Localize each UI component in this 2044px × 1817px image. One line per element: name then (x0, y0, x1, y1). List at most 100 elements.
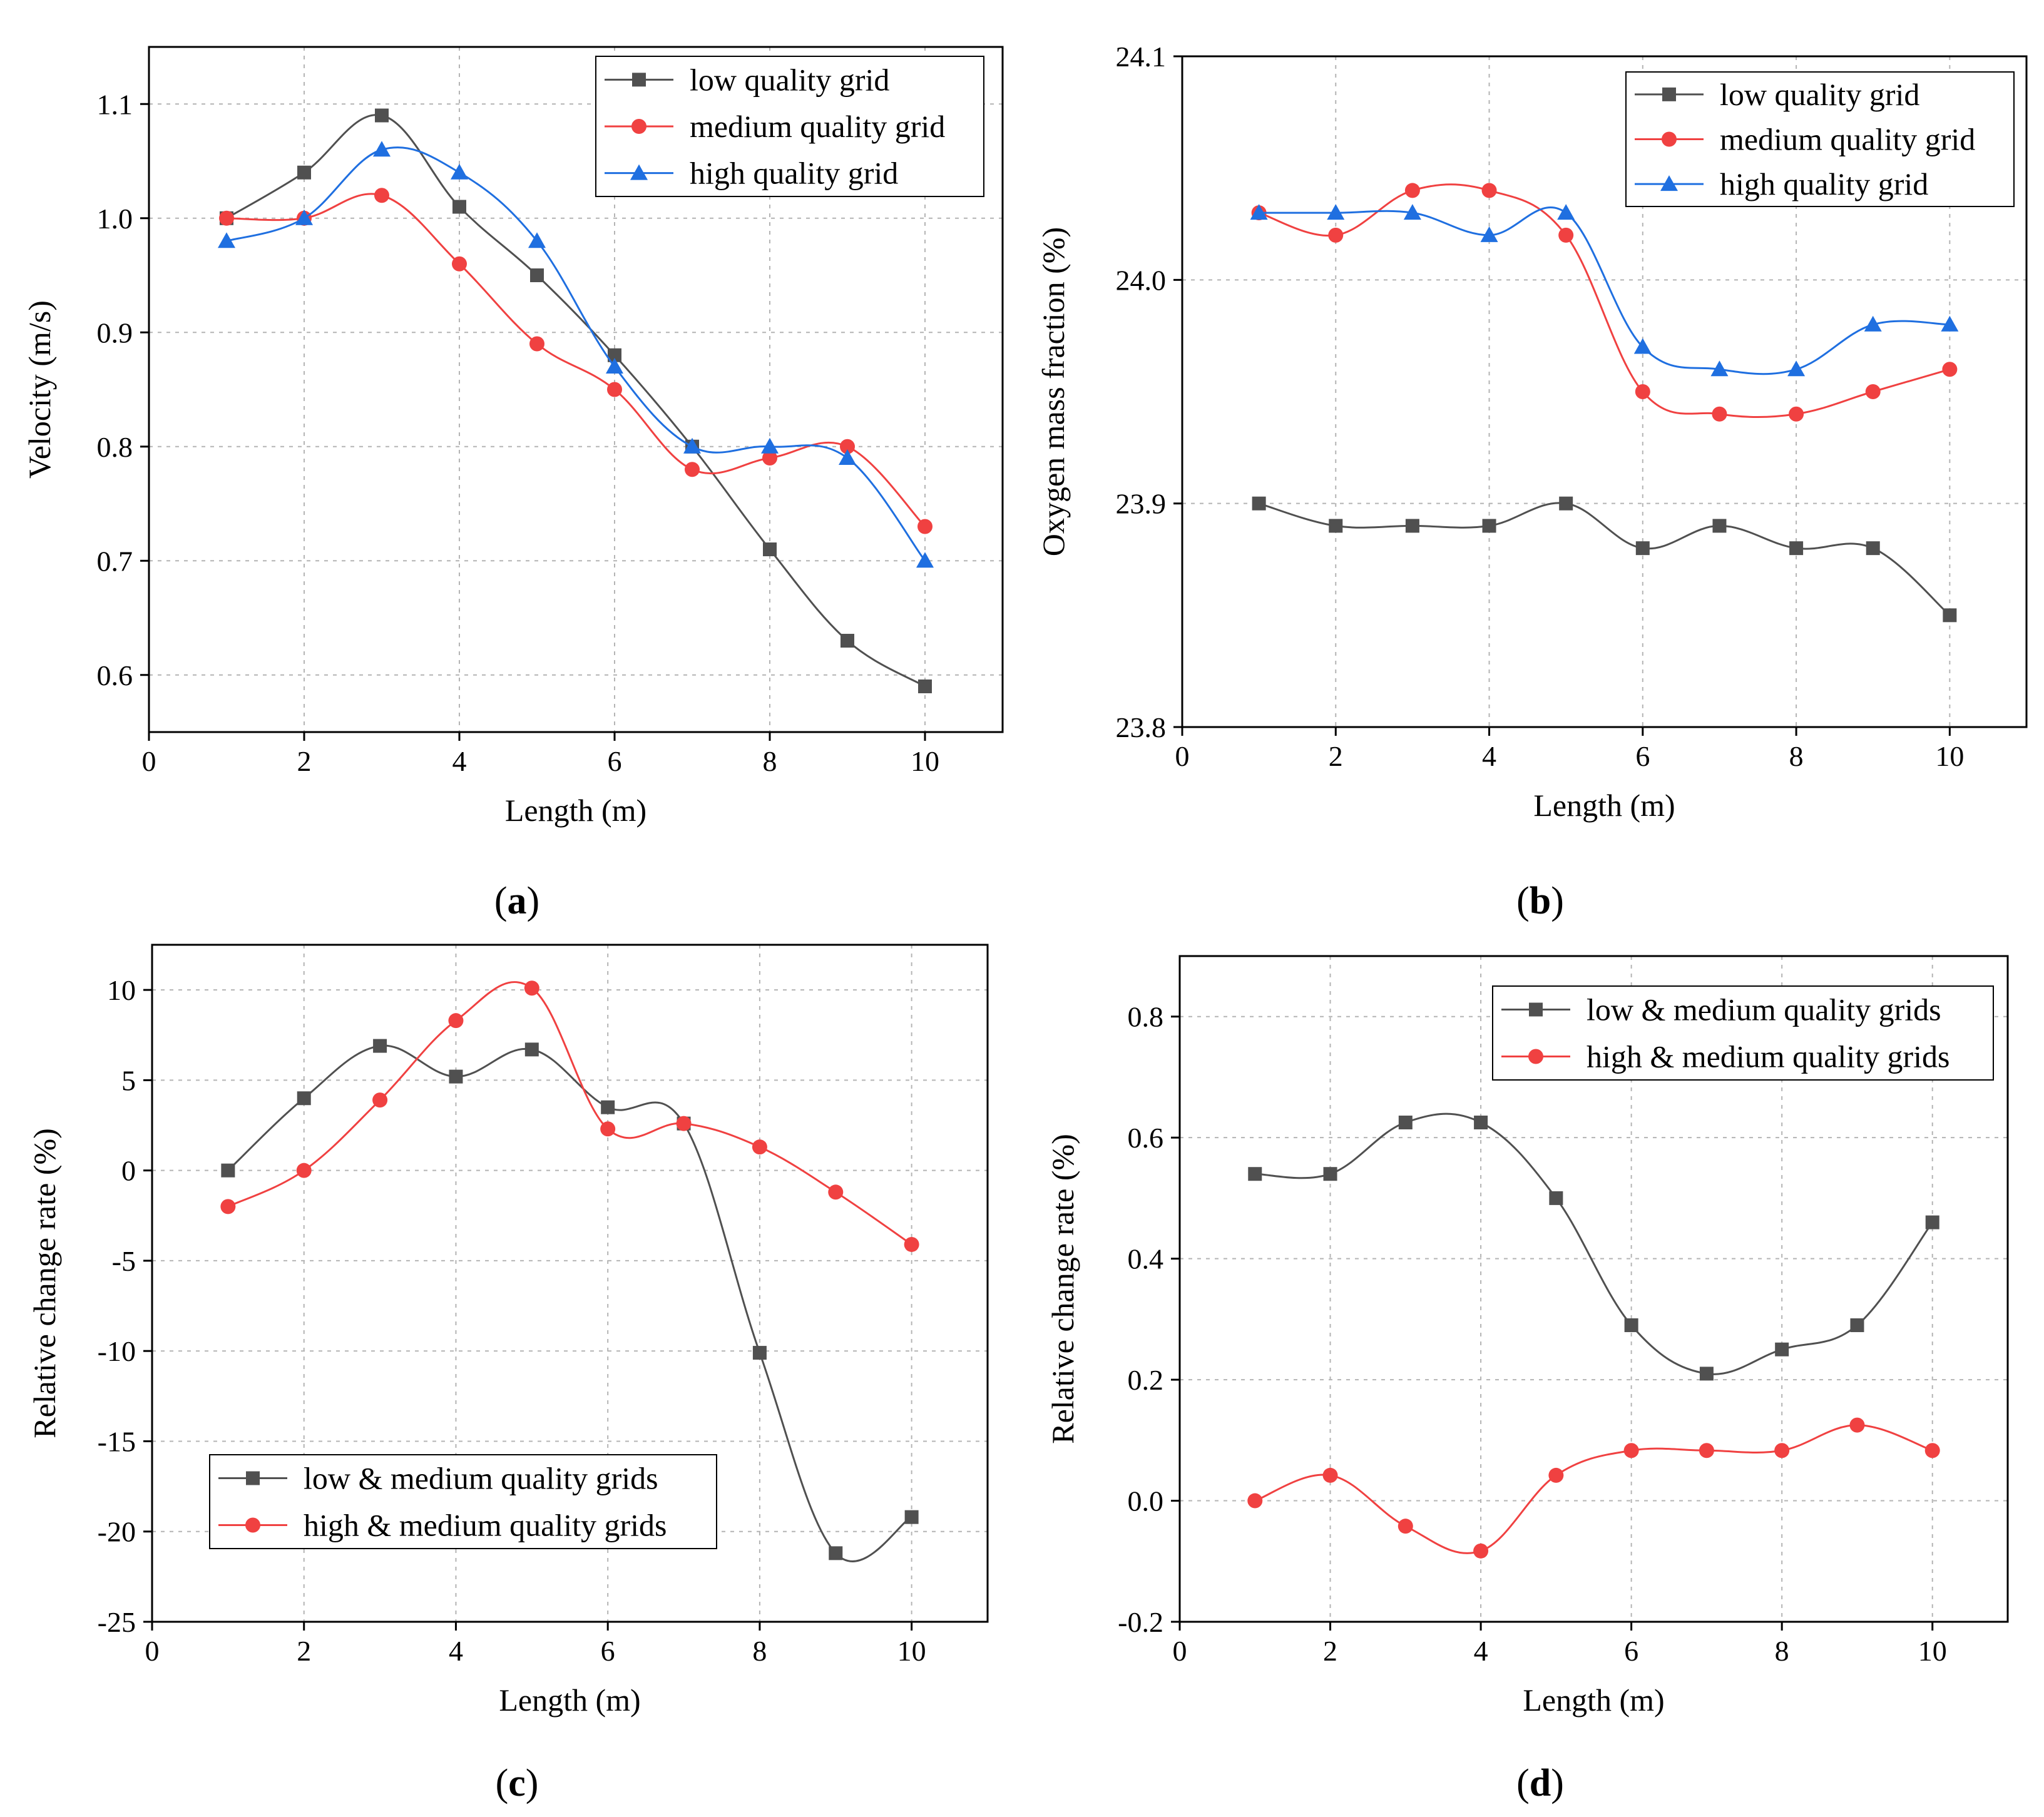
panel-caption: (c) (496, 1762, 539, 1804)
legend-label: high quality grid (1720, 166, 1928, 201)
data-point-circle (1849, 1417, 1865, 1433)
data-point-circle (1623, 1443, 1639, 1458)
y-tick-label: 24.1 (1116, 41, 1167, 73)
legend-marker-triangle (1660, 175, 1678, 191)
x-tick-label: 0 (1173, 1635, 1187, 1667)
data-point-square (1549, 1191, 1563, 1205)
series-low (221, 1039, 919, 1562)
data-point-square (221, 1163, 235, 1178)
data-point-square (1405, 519, 1419, 533)
x-axis-label: Length (m) (505, 793, 646, 828)
data-point-circle (452, 256, 467, 272)
chart-panel-c: 0 2 4 6 8 10 -25 -20 -15 -10 -5 0 5 10 Length (m) Relat… (27, 944, 989, 1804)
data-point-square (1775, 1342, 1789, 1356)
data-point-square (1329, 519, 1343, 533)
data-point-square (829, 1546, 843, 1560)
data-point-square (1712, 519, 1727, 533)
x-tick-label: 10 (1935, 740, 1964, 772)
data-point-triangle (1864, 315, 1882, 332)
x-tick-label: 6 (1624, 1635, 1638, 1667)
y-tick-label: -10 (98, 1335, 136, 1367)
legend-marker-square (1662, 87, 1676, 101)
data-point-square (1925, 1215, 1939, 1229)
series-low (1248, 1112, 1939, 1381)
series-line (1259, 183, 1950, 419)
data-point-square (1866, 541, 1880, 556)
data-point-circle (372, 1092, 388, 1108)
legend-label: low & medium quality grids (1587, 992, 1941, 1027)
legend-label: high & medium quality grids (1587, 1039, 1950, 1074)
data-point-circle (524, 980, 539, 996)
data-point-circle (1322, 1467, 1338, 1483)
data-point-triangle (295, 209, 313, 225)
data-point-triangle (606, 358, 623, 374)
panel-caption: (a) (494, 880, 539, 922)
data-point-triangle (1941, 315, 1959, 332)
series-line (1259, 502, 1951, 616)
data-point-circle (220, 1199, 236, 1214)
legend-marker-circle (245, 1517, 260, 1533)
data-point-triangle (218, 232, 235, 248)
y-tick-label: 0.6 (1128, 1122, 1164, 1154)
series-line (226, 114, 926, 688)
y-tick-label: 24.0 (1116, 264, 1167, 296)
legend: low & medium quality grids high & medium … (1492, 985, 1994, 1081)
data-point-circle (752, 1139, 767, 1155)
panel-caption: (b) (1516, 880, 1564, 922)
data-point-square (752, 1346, 767, 1360)
legend-box (1492, 985, 1994, 1081)
series-line (1255, 1112, 1933, 1375)
legend-label: medium quality grid (1720, 122, 1975, 157)
series-line (1254, 1424, 1933, 1554)
y-tick-label: 0.8 (97, 431, 133, 463)
x-tick-label: 4 (1474, 1635, 1488, 1667)
data-point-square (530, 268, 544, 282)
legend-label: low & medium quality grids (304, 1461, 658, 1496)
series-medium (1247, 1417, 1940, 1559)
data-point-square (297, 165, 311, 180)
panel-letter: c (508, 1762, 526, 1804)
y-tick-label: -25 (98, 1606, 136, 1638)
y-tick-label: 5 (121, 1064, 136, 1096)
data-point-circle (1865, 384, 1881, 399)
x-tick-label: 0 (145, 1635, 160, 1667)
legend-label: high & medium quality grids (304, 1508, 667, 1543)
data-point-triangle (1250, 204, 1268, 220)
y-tick-label: 10 (107, 974, 136, 1006)
x-tick-label: 10 (911, 745, 939, 777)
x-tick-label: 10 (897, 1635, 926, 1667)
data-point-circle (762, 450, 777, 466)
legend-marker-square (246, 1471, 260, 1485)
data-point-triangle (1557, 204, 1575, 220)
data-point-circle (600, 1121, 616, 1137)
y-tick-label: 1.0 (97, 203, 133, 235)
x-tick-label: 0 (142, 745, 156, 777)
data-point-square (1248, 1167, 1262, 1181)
y-tick-label: -20 (98, 1516, 136, 1548)
data-point-circle (685, 462, 700, 477)
plot-frame (1178, 955, 2009, 1623)
data-point-triangle (683, 437, 701, 454)
legend: low quality grid medium quality grid high … (595, 56, 984, 197)
data-point-circle (1774, 1443, 1790, 1458)
y-tick-label: 0 (121, 1155, 136, 1187)
panel-caption: (d) (1516, 1762, 1564, 1804)
data-point-circle (1247, 1493, 1263, 1509)
legend: low quality grid medium quality grid high … (1625, 71, 2015, 207)
y-tick-label: 0.9 (97, 317, 133, 349)
data-point-square (1699, 1367, 1714, 1381)
data-point-circle (1942, 362, 1958, 377)
panel-letter: a (508, 880, 527, 922)
data-point-square (297, 1091, 311, 1106)
series-medium (219, 188, 933, 534)
x-tick-label: 2 (297, 1635, 311, 1667)
data-point-circle (1328, 227, 1344, 243)
x-tick-label: 4 (452, 745, 467, 777)
data-point-square (1943, 608, 1957, 623)
data-point-circle (529, 336, 544, 352)
plot-frame (1181, 55, 2028, 728)
data-point-square (1323, 1167, 1337, 1181)
y-axis-label: Oxygen mass fraction (%) (1036, 227, 1071, 556)
data-point-circle (1404, 183, 1420, 198)
